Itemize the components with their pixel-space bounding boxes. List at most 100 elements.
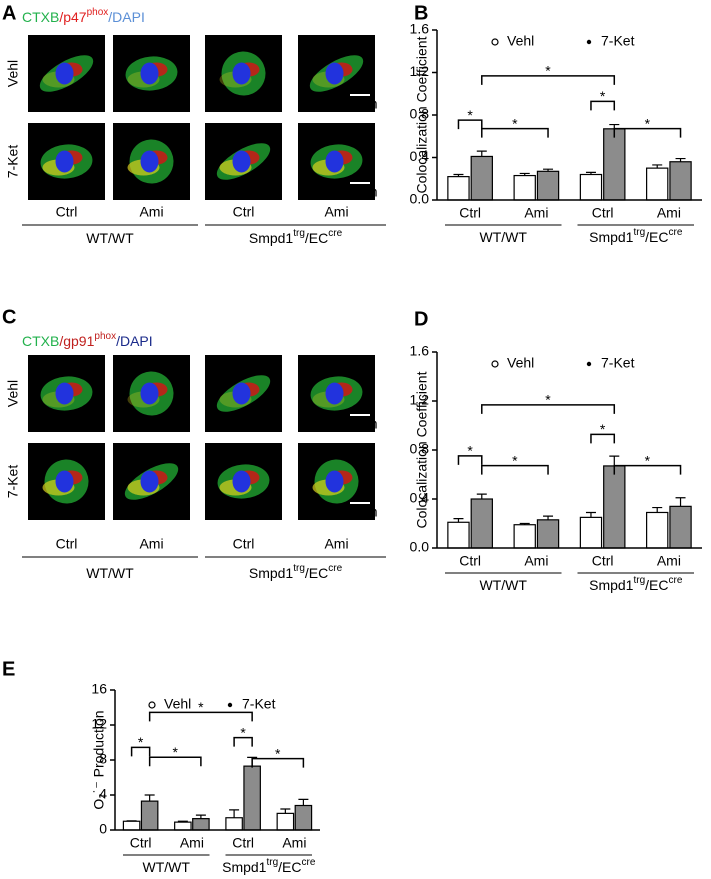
micrograph (113, 443, 190, 520)
y-axis-label: Colocalization Coefficient (414, 371, 430, 528)
error-bar (609, 455, 620, 466)
text-part: Smpd1 (222, 859, 267, 875)
error-bar (177, 820, 188, 823)
bar (646, 511, 669, 549)
panel-letter: C (2, 306, 16, 328)
significance-label: * (545, 392, 551, 408)
significance-bracket (457, 119, 483, 130)
significance-bracket (233, 736, 253, 747)
y-tick-label: 1.6 (410, 21, 430, 37)
nucleus (55, 150, 74, 173)
bar (447, 176, 470, 201)
significance-bracket (481, 464, 549, 475)
micrograph (205, 355, 282, 432)
text-part: /EC (278, 859, 301, 875)
group-label: WT/WT (143, 859, 191, 875)
micrograph (28, 123, 105, 200)
group-label: WT/WT (480, 577, 528, 593)
bar (513, 174, 536, 201)
scale-bar-label: 10um (342, 96, 377, 112)
y-tick-label: 1.2 (410, 63, 430, 79)
scale-bar-label: 10um (342, 184, 377, 200)
group-label: Smpd1trg/ECcre (589, 575, 683, 593)
error-bar (585, 171, 596, 175)
micrograph: 10um (298, 123, 378, 200)
text-part: phox (87, 7, 109, 18)
significance-bracket (148, 756, 202, 767)
error-bar (476, 150, 487, 157)
error-bar (519, 172, 530, 176)
legend-marker (586, 361, 592, 367)
significance-label: * (198, 699, 204, 715)
nucleus (55, 382, 74, 405)
nucleus (232, 382, 251, 405)
text-part: Smpd1 (249, 565, 294, 581)
bar (646, 167, 669, 201)
column-label: Ctrl (233, 536, 255, 552)
error-bar (652, 164, 663, 169)
significance-label: * (138, 734, 144, 750)
bar (294, 804, 313, 831)
text-part: /DAPI (108, 9, 145, 25)
text-part: Smpd1 (589, 229, 634, 245)
micrograph (28, 443, 105, 520)
bar (669, 505, 692, 549)
legend-label: Vehl (507, 33, 534, 49)
legend-label: Vehl (507, 355, 534, 371)
x-tick-label: Ctrl (592, 553, 614, 569)
micrograph (205, 123, 282, 200)
error-bar (519, 522, 530, 525)
text-part: WT/WT (86, 230, 134, 246)
x-tick-label: Ami (524, 553, 548, 569)
panel-letter: E (2, 658, 15, 680)
y-tick-label: 16 (91, 681, 107, 697)
significance-label: * (467, 443, 473, 459)
panel-letter: B (414, 2, 428, 24)
panel-letter: D (414, 308, 428, 330)
bar (579, 516, 603, 549)
significance-bracket (613, 127, 682, 138)
significance-label: * (645, 115, 651, 131)
significance-bracket (481, 75, 616, 85)
y-tick-label: 4 (99, 786, 107, 802)
y-tick-label: 0.8 (410, 441, 430, 457)
nucleus (55, 62, 74, 85)
nucleus (232, 62, 251, 85)
y-tick-label: 0.0 (410, 191, 430, 207)
nucleus (232, 470, 251, 493)
bar (140, 800, 159, 831)
text-part: CTXB (22, 9, 59, 25)
text-part: cre (328, 228, 342, 239)
y-tick-label: 0.4 (410, 148, 430, 164)
group-label: Smpd1trg/ECcre (589, 227, 683, 245)
text-part: WT/WT (480, 229, 528, 245)
text-part: /EC (305, 230, 328, 246)
text-part: /EC (645, 229, 668, 245)
significance-label: * (173, 744, 179, 760)
column-label: Ctrl (233, 204, 255, 220)
column-label: Ami (324, 204, 348, 220)
bar (603, 128, 626, 201)
text-part: cre (301, 857, 315, 868)
significance-label: * (645, 452, 651, 468)
significance-bracket (481, 127, 549, 138)
significance-label: * (240, 724, 246, 740)
group-label: Smpd1trg/ECcre (222, 857, 316, 875)
significance-label: * (512, 115, 518, 131)
y-tick-label: 8 (99, 751, 107, 767)
group-label: WT/WT (86, 230, 134, 246)
y-tick-label: 1.6 (410, 343, 430, 359)
legend-marker (148, 701, 156, 709)
y-axis-label: Colocalization Coefficient (414, 36, 430, 193)
legend-label: 7-Ket (601, 355, 635, 371)
text-part: WT/WT (143, 859, 191, 875)
y-tick-label: 0.8 (410, 106, 430, 122)
y-axis-label: O₂˙⁻ Production (91, 710, 107, 809)
text-part: trg (293, 228, 305, 239)
nucleus (325, 382, 344, 405)
text-part: /gp91 (59, 333, 94, 349)
nucleus (325, 470, 344, 493)
text-part: Smpd1 (589, 577, 634, 593)
x-tick-label: Ctrl (592, 205, 614, 221)
bar (669, 161, 692, 201)
